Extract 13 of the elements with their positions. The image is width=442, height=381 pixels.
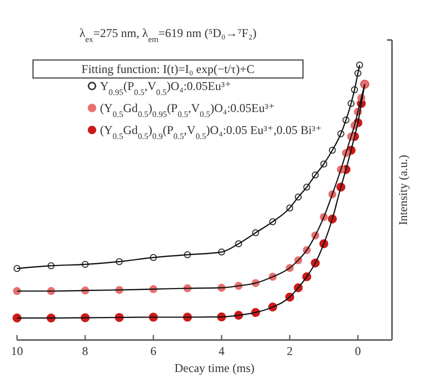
- legend-label: Y$_{0.95}$(P$_{0.5}$,V$_{0.5}$)O₄:0.05Eu³⁺: [100, 79, 232, 96]
- y-axis-title: Intensity (a.u.): [396, 154, 410, 226]
- x-tick-label: 10: [11, 344, 23, 358]
- text: λ$_{ex}$=275 nm, λ$_{em}$=619 nm (⁵D₀→⁷F₂): [79, 26, 257, 44]
- annotation: Fitting function: I(t)=I₀ exp(−t/τ)+C: [82, 62, 254, 76]
- x-tick-label: 2: [286, 344, 293, 358]
- x-tick-label: 4: [218, 344, 225, 358]
- x-tick-label: 6: [150, 344, 156, 358]
- x-tick-label: 0: [354, 344, 361, 358]
- text: (Y$_{0.5}$Gd$_{0.5}$)$_{0.95}$(P$_{0.5}$,V$_{0.5}$)O₄:0.05Eu³⁺: [100, 101, 275, 118]
- x-axis-title: Decay time (ms): [174, 361, 254, 375]
- x-tick-label: 8: [82, 344, 88, 358]
- text: (Y$_{0.5}$Gd$_{0.5}$)$_{0.9}$(P$_{0.5}$,V$_{0.5}$)O₄:0.05 Eu³⁺,0.05 Bi³⁺: [100, 123, 322, 140]
